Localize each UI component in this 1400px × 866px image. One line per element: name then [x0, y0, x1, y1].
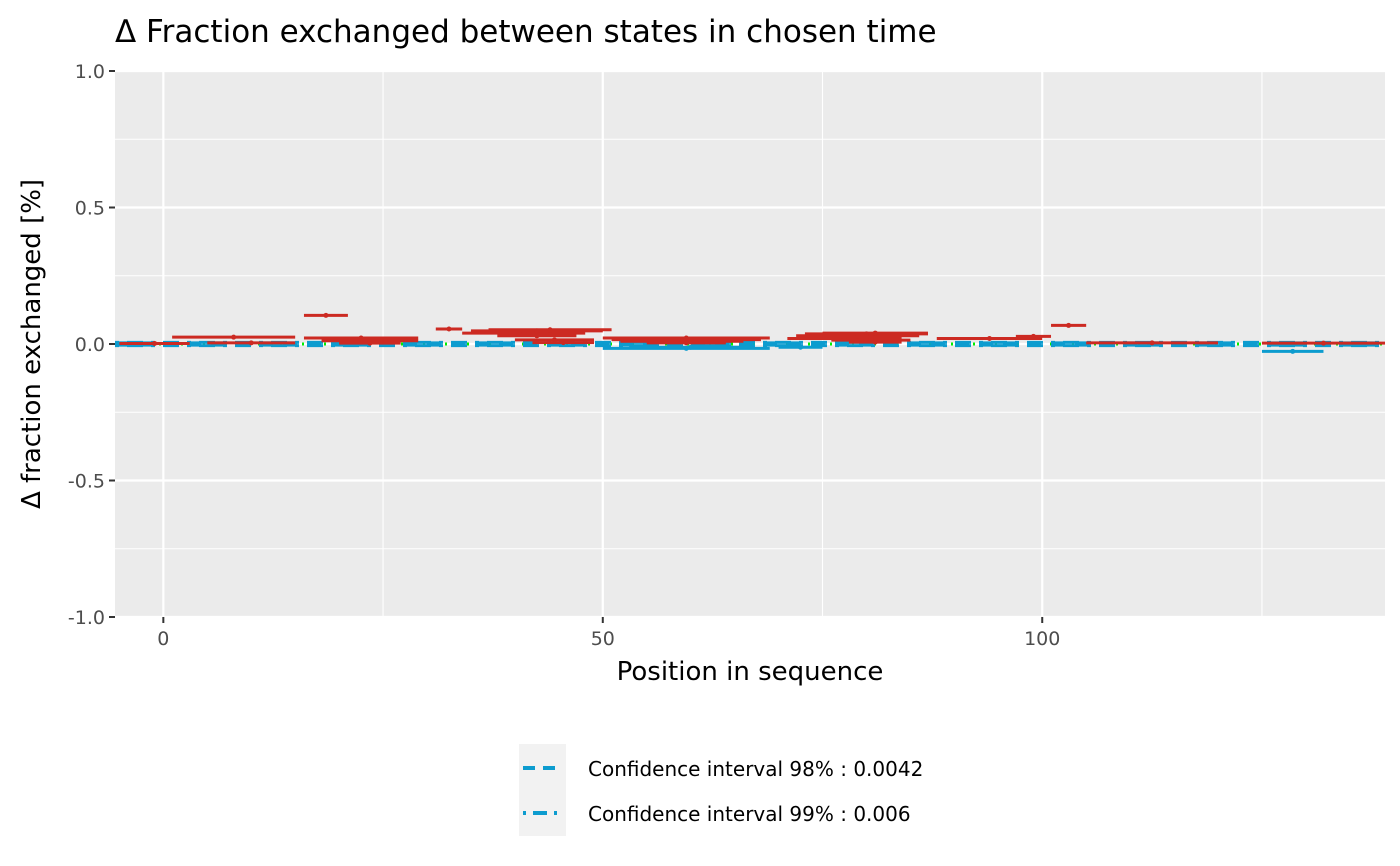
peptide-point [1030, 333, 1036, 339]
y-axis: 1.0 0.5 0.0 -0.5 -1.0 [68, 61, 115, 629]
peptide-bars [119, 312, 1385, 354]
peptide-point [1290, 348, 1296, 354]
x-tick-label: 0 [157, 628, 169, 650]
peptide-point [1066, 322, 1072, 328]
y-tick-label: -1.0 [68, 607, 105, 629]
x-tick-label: 100 [1024, 628, 1060, 650]
y-tick-label: 1.0 [75, 61, 105, 83]
peptide-point [323, 312, 329, 318]
peptide-point [560, 340, 566, 346]
legend: Confidence interval 98% : 0.0042 Confide… [519, 744, 923, 836]
legend-key-background [519, 744, 566, 836]
x-axis-title: Position in sequence [617, 657, 884, 687]
chart-title: Δ Fraction exchanged between states in c… [115, 14, 937, 50]
peptide-point [367, 340, 373, 346]
y-axis-title: Δ fraction exchanged [%] [17, 179, 47, 509]
peptide-point [231, 334, 237, 340]
legend-label-ci98: Confidence interval 98% : 0.0042 [588, 757, 923, 781]
peptide-point [152, 340, 158, 346]
peptide-point [248, 340, 254, 346]
peptide-point [872, 330, 878, 336]
peptide-point [547, 327, 553, 333]
peptide-point [1149, 340, 1155, 346]
peptide-point [534, 333, 540, 339]
legend-label-ci99: Confidence interval 99% : 0.006 [588, 802, 911, 826]
x-axis: 0 50 100 [157, 617, 1060, 650]
peptide-point [1320, 340, 1326, 346]
y-tick-label: 0.0 [75, 334, 105, 356]
peptide-point [986, 336, 992, 342]
peptide-point [446, 326, 452, 332]
y-tick-label: 0.5 [75, 198, 105, 220]
peptide-point [688, 344, 694, 350]
peptide-point [872, 339, 878, 345]
y-tick-label: -0.5 [68, 471, 105, 493]
x-tick-label: 50 [591, 628, 615, 650]
peptide-point [798, 344, 804, 350]
peptide-point [683, 340, 689, 346]
